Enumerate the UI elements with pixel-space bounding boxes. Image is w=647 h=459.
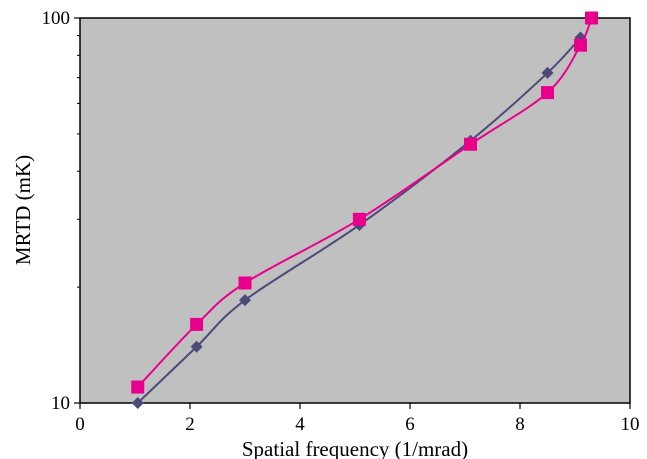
series-2-square-marker [352, 212, 366, 226]
series-2-square-marker [131, 380, 145, 394]
y-tick-label: 10 [51, 393, 70, 414]
x-axis-title: Spatial frequency (1/mrad) [242, 437, 468, 459]
series-1-diamond-marker [239, 294, 251, 307]
y-axis-title: MRTD (mK) [11, 155, 35, 265]
x-axis-ticks: 0 2 4 6 8 10 [75, 403, 640, 435]
x-tick-label: 8 [515, 414, 525, 435]
series-2-square-marker [574, 38, 587, 52]
x-tick-label: 2 [185, 414, 195, 435]
series-layer [131, 11, 598, 409]
x-tick-label: 6 [405, 414, 415, 435]
series-1-diamond-marker [190, 340, 203, 353]
series-2-square-marker [464, 137, 477, 151]
series-2-square-marker [585, 11, 598, 25]
series-1-diamond-marker [541, 66, 554, 79]
series-2-square-marker [190, 317, 204, 331]
y-tick-label: 100 [42, 8, 71, 29]
x-tick-label: 4 [295, 414, 305, 435]
x-tick-label: 10 [621, 414, 640, 435]
x-tick-label: 0 [75, 414, 85, 435]
series-2-square-marker [541, 86, 554, 100]
y-axis-ticks: 10 100 [42, 8, 80, 414]
series-2-square-marker [238, 276, 252, 290]
series-1-diamond-marker [131, 397, 144, 409]
